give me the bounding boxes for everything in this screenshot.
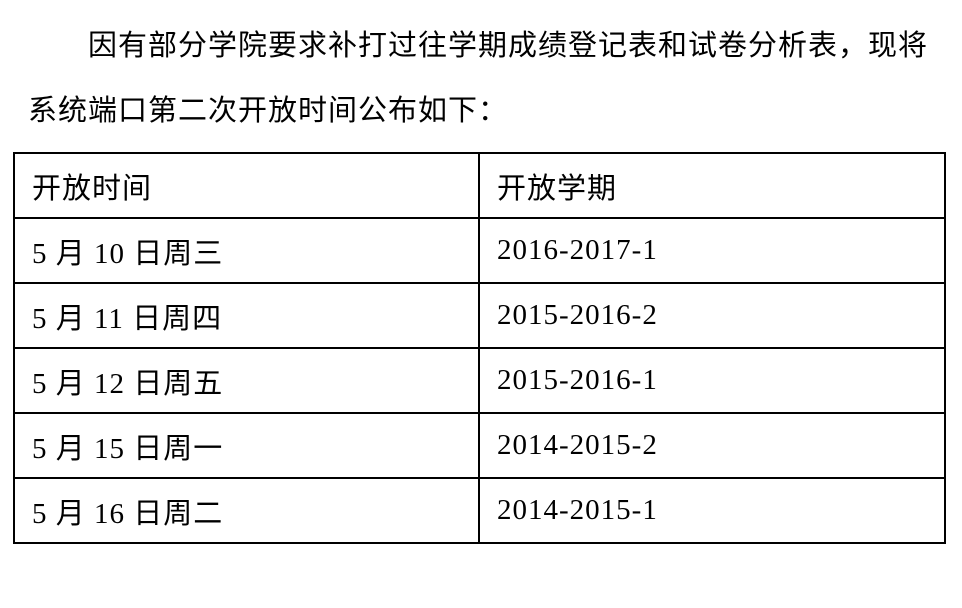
cell-open-semester: 2015-2016-2 [478, 282, 946, 349]
cell-open-time: 5 月 11 日周四 [13, 282, 480, 349]
cell-open-time: 5 月 10 日周三 [13, 217, 480, 284]
cell-open-time: 5 月 15 日周一 [13, 412, 480, 479]
cell-open-time: 5 月 16 日周二 [13, 477, 480, 544]
open-schedule-table: 开放时间 开放学期 5 月 10 日周三 2016-2017-1 5 月 11 … [13, 152, 946, 544]
header-open-semester: 开放学期 [478, 152, 946, 219]
table-row: 5 月 12 日周五 2015-2016-1 [13, 347, 946, 414]
cell-open-semester: 2014-2015-2 [478, 412, 946, 479]
cell-open-semester: 2016-2017-1 [478, 217, 946, 284]
header-open-time: 开放时间 [13, 152, 480, 219]
table-header-row: 开放时间 开放学期 [13, 152, 946, 219]
table-row: 5 月 11 日周四 2015-2016-2 [13, 282, 946, 349]
table-row: 5 月 10 日周三 2016-2017-1 [13, 217, 946, 284]
cell-open-semester: 2015-2016-1 [478, 347, 946, 414]
cell-open-time: 5 月 12 日周五 [13, 347, 480, 414]
cell-open-semester: 2014-2015-1 [478, 477, 946, 544]
table-row: 5 月 15 日周一 2014-2015-2 [13, 412, 946, 479]
notice-text-line-2: 系统端口第二次开放时间公布如下： [28, 95, 509, 127]
notice-text-line-1: 因有部分学院要求补打过往学期成绩登记表和试卷分析表，现将 [88, 30, 929, 62]
table-row: 5 月 16 日周二 2014-2015-1 [13, 477, 946, 544]
